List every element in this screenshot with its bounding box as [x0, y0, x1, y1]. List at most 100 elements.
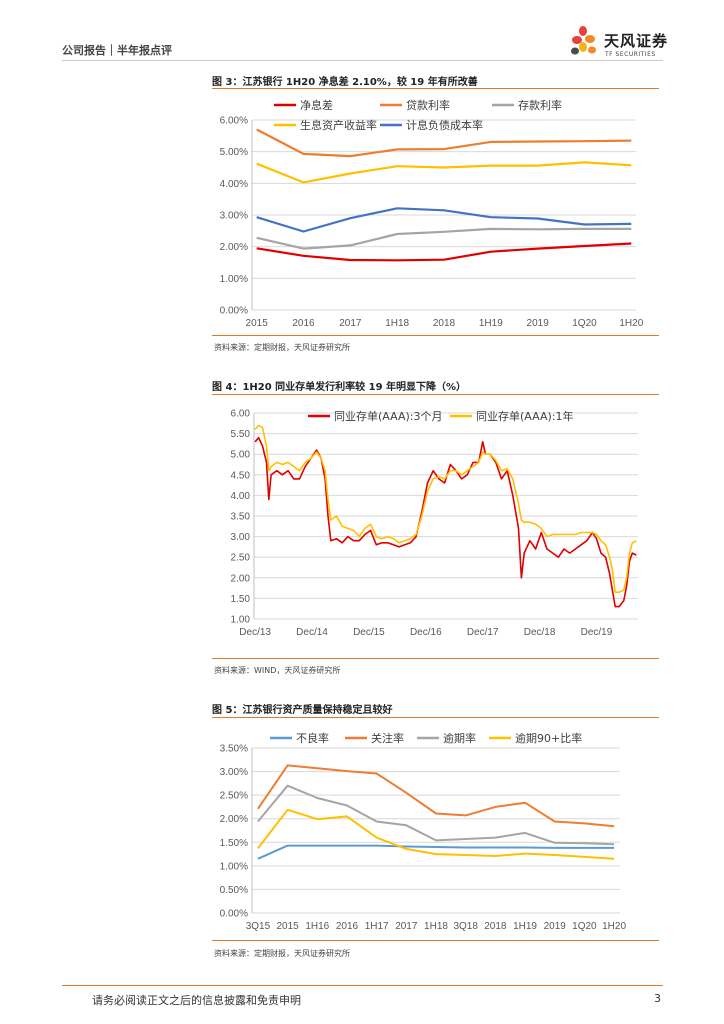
y-tick-label: 4.50 — [231, 470, 251, 481]
y-tick-label: 4.00% — [220, 179, 248, 190]
legend-label: 存款利率 — [518, 98, 562, 112]
x-tick-label: 1Q20 — [572, 921, 597, 932]
series-line — [256, 207, 632, 233]
y-tick-label: 3.00% — [220, 211, 248, 222]
x-tick-label: 1H20 — [619, 318, 643, 329]
interbank-cd-rate-chart: 1.00 1.50 2.00 2.50 3.00 3.50 4.00 4.50 5.00 5.50… — [231, 409, 638, 638]
y-tick-label: 0.00% — [220, 306, 248, 317]
net-interest-margin-chart: 0.00% 1.00% 2.00% 3.00% 4.00% 5.00% 6.00% 2015 2… — [220, 98, 644, 329]
figure-5-title: 图 5：江苏银行资产质量保持稳定且较好 — [212, 705, 393, 716]
x-tick-label: Dec/19 — [581, 627, 613, 638]
x-tick-label: 1H19 — [479, 318, 503, 329]
x-tick-label: 3Q18 — [453, 921, 478, 932]
figure-3-bottom-rule — [212, 335, 659, 336]
x-tick-label: 2015 — [276, 921, 299, 932]
series-line — [256, 227, 632, 250]
y-tick-label: 2.00% — [220, 814, 248, 825]
figure-3-source: 资料来源：定期财报，天风证券研究所 — [214, 343, 350, 352]
x-tick-label: 1H19 — [513, 921, 537, 932]
report-type-label: 公司报告｜半年报点评 — [62, 44, 172, 57]
x-tick-label: 2019 — [544, 921, 567, 932]
legend-label: 逾期率 — [443, 731, 476, 745]
figure-5-bottom-rule — [212, 940, 659, 941]
x-tick-label: 2017 — [339, 318, 362, 329]
series-line — [256, 128, 632, 158]
x-tick-label: 1H20 — [602, 921, 626, 932]
y-tick-label: 1.50 — [231, 594, 251, 605]
legend-label: 不良率 — [296, 731, 329, 745]
logo-text-en: TF SECURITIES — [605, 51, 656, 58]
x-tick-label: 3Q15 — [246, 921, 271, 932]
flower-logo-icon — [571, 26, 596, 55]
figure-4-source: 资料来源：WIND，天风证券研究所 — [214, 666, 341, 675]
legend-label: 生息资产收益率 — [300, 118, 377, 132]
x-tick-label: Dec/18 — [524, 627, 556, 638]
x-tick-label: 2018 — [433, 318, 456, 329]
figure-3-title: 图 3：江苏银行 1H20 净息差 2.10%，较 19 年有所改善 — [212, 77, 478, 88]
x-tick-label: Dec/15 — [353, 627, 385, 638]
legend-label: 贷款利率 — [406, 98, 450, 112]
y-tick-label: 5.50 — [231, 429, 251, 440]
y-tick-label: 0.00% — [220, 909, 248, 920]
y-tick-label: 5.00 — [231, 450, 251, 461]
x-tick-label: 2018 — [484, 921, 507, 932]
x-tick-label: 2016 — [336, 921, 359, 932]
asset-quality-chart: 0.00% 0.50% 1.00% 1.50% 2.00% 2.50% 3.00% 3.50%… — [220, 731, 627, 932]
series-line — [254, 424, 637, 593]
header-divider — [62, 60, 663, 61]
y-tick-label: 6.00 — [231, 409, 251, 420]
figure-5-top-rule — [212, 717, 659, 718]
x-tick-label: 2016 — [292, 318, 315, 329]
y-tick-label: 4.00 — [231, 491, 251, 502]
y-tick-label: 2.00 — [231, 573, 251, 584]
x-tick-label: 2019 — [527, 318, 550, 329]
y-tick-label: 1.50% — [220, 838, 248, 849]
y-tick-label: 1.00% — [220, 274, 248, 285]
y-tick-label: 3.00 — [231, 532, 251, 543]
company-logo: 天风证券 TF SECURITIES — [568, 22, 678, 62]
x-tick-label: 1Q20 — [572, 318, 597, 329]
y-tick-label: 1.00% — [220, 861, 248, 872]
disclaimer-text: 请务必阅读正文之后的信息披露和免责申明 — [92, 994, 301, 1007]
series-line — [256, 161, 632, 184]
legend-label: 同业存单(AAA):3个月 — [334, 409, 442, 423]
legend-label: 计息负债成本率 — [406, 118, 483, 132]
y-tick-label: 2.00% — [220, 242, 248, 253]
figure-4-bottom-rule — [212, 658, 659, 659]
footer-divider — [62, 985, 663, 986]
figure-5-source: 资料来源：定期财报，天风证券研究所 — [214, 949, 350, 958]
y-tick-label: 3.50% — [220, 744, 248, 755]
logo-text-cn: 天风证券 — [604, 32, 669, 50]
x-tick-label: Dec/16 — [410, 627, 442, 638]
y-tick-label: 0.50% — [220, 885, 248, 896]
y-tick-label: 1.00 — [231, 615, 251, 626]
legend-label: 逾期90+比率 — [515, 731, 582, 745]
y-tick-label: 5.00% — [220, 147, 248, 158]
series-line — [257, 764, 615, 828]
series-line — [257, 844, 615, 860]
x-tick-label: 1H17 — [365, 921, 389, 932]
page-number: 3 — [654, 992, 661, 1005]
x-tick-label: 1H18 — [385, 318, 409, 329]
figure-4-title: 图 4：1H20 同业存单发行利率较 19 年明显下降（%） — [212, 382, 467, 393]
figure-3-top-rule — [212, 88, 659, 89]
series-line — [256, 242, 632, 262]
y-tick-label: 2.50 — [231, 553, 251, 564]
x-tick-label: Dec/17 — [467, 627, 499, 638]
x-tick-label: Dec/14 — [296, 627, 328, 638]
y-tick-label: 2.50% — [220, 791, 248, 802]
y-tick-label: 3.00% — [220, 767, 248, 778]
x-tick-label: 1H16 — [305, 921, 329, 932]
legend-label: 关注率 — [371, 731, 404, 745]
x-tick-label: Dec/13 — [239, 627, 271, 638]
figure-4-top-rule — [212, 394, 659, 395]
legend-label: 同业存单(AAA):1年 — [476, 409, 573, 423]
series-line — [257, 808, 615, 860]
series-line — [257, 784, 615, 846]
x-tick-label: 2017 — [395, 921, 418, 932]
y-tick-label: 6.00% — [220, 116, 248, 127]
legend-label: 净息差 — [300, 98, 333, 112]
y-tick-label: 3.50 — [231, 512, 251, 523]
series-line — [254, 436, 637, 608]
x-tick-label: 1H18 — [424, 921, 448, 932]
